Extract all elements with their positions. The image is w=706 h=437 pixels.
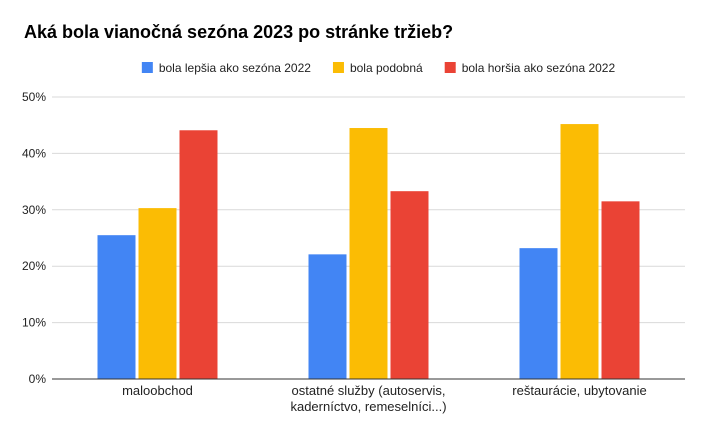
legend-label: bola podobná	[350, 61, 423, 75]
bars	[97, 124, 640, 380]
legend-item: bola podobná	[332, 61, 423, 75]
y-tick-label: 20%	[22, 259, 46, 273]
legend-item: bola horšia ako sezóna 2022	[444, 61, 616, 75]
bar	[308, 254, 347, 379]
bar	[519, 248, 558, 379]
axes: 0% 10% 20% 30% 40% 50% maloobchod ostatné služb…	[22, 90, 685, 414]
x-tick-label: ostatné služby (autoservis,	[292, 383, 446, 398]
bar	[179, 130, 218, 379]
bar	[601, 201, 640, 379]
legend-swatch	[141, 62, 153, 73]
legend-label: bola lepšia ako sezóna 2022	[159, 61, 311, 75]
legend: bola lepšia ako sezóna 2022 bola podobná b…	[141, 61, 616, 75]
bar	[560, 124, 599, 380]
bar	[349, 128, 388, 379]
y-tick-label: 50%	[22, 90, 46, 104]
legend-swatch	[332, 62, 344, 73]
legend-swatch	[444, 62, 456, 73]
legend-item: bola lepšia ako sezóna 2022	[141, 61, 311, 75]
legend-label: bola horšia ako sezóna 2022	[462, 61, 616, 75]
y-tick-label: 30%	[22, 203, 46, 217]
bar	[390, 191, 429, 379]
x-tick-label: kaderníctvo, remeselníci...)	[290, 399, 446, 414]
y-tick-label: 40%	[22, 146, 46, 160]
x-tick-label: maloobchod	[122, 383, 193, 398]
x-tick-label: reštaurácie, ubytovanie	[512, 383, 646, 398]
y-tick-label: 10%	[22, 316, 46, 330]
y-tick-label: 0%	[29, 372, 47, 386]
chart-title: Aká bola vianočná sezóna 2023 po stránke…	[24, 22, 453, 42]
bar	[138, 208, 177, 379]
bar	[97, 235, 136, 379]
